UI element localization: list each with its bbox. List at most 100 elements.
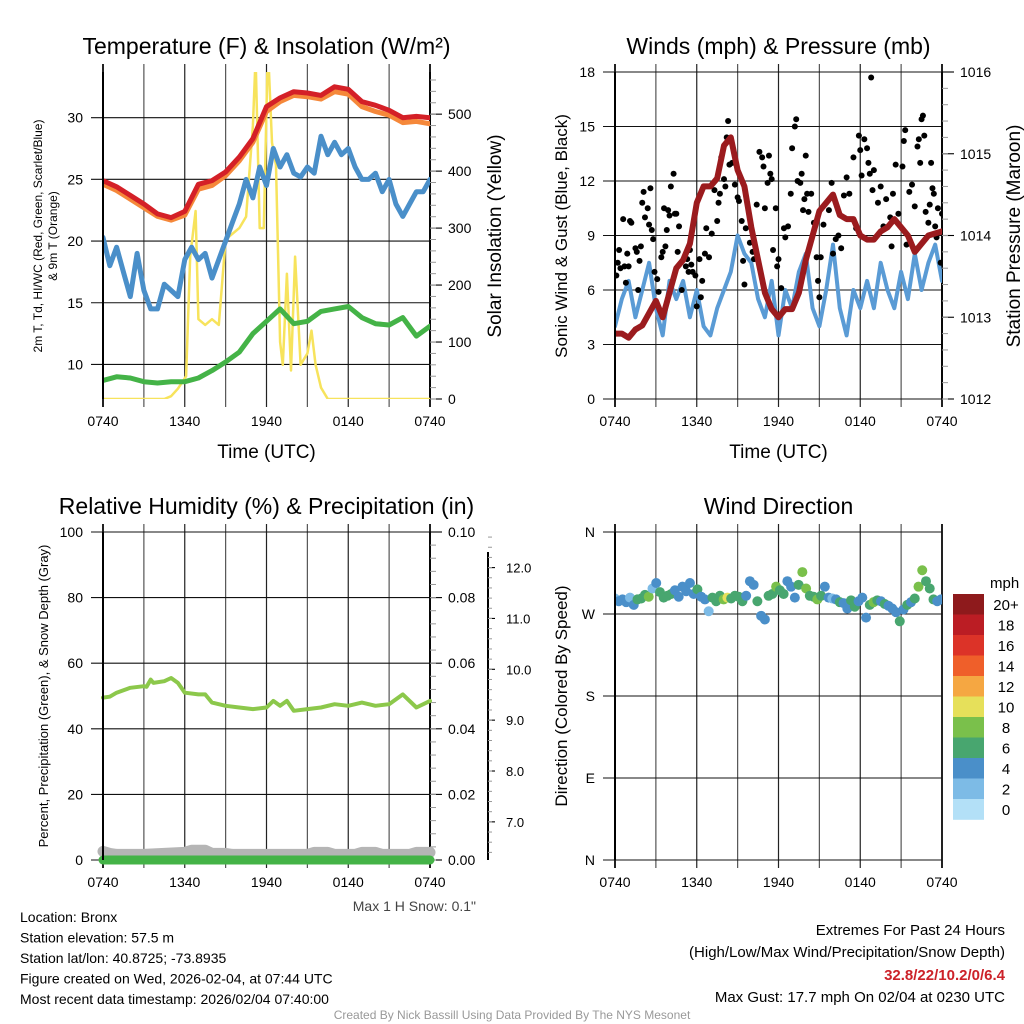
gust-point: [756, 148, 763, 155]
x-tick-label: 1940: [251, 413, 282, 429]
y-tick-label-left: 15: [67, 295, 83, 311]
wind-direction-point: [857, 592, 868, 603]
gust-point: [874, 199, 881, 206]
gust-point: [921, 132, 928, 139]
gust-point: [774, 263, 781, 270]
gust-point: [828, 179, 835, 186]
gust-point: [740, 257, 747, 264]
gust-point: [615, 259, 621, 266]
x-tick-label: 1340: [681, 874, 712, 890]
y-axis-label-left: Sonic Wind & Gust (Blue, Black): [552, 114, 571, 358]
gust-point: [877, 183, 884, 190]
gust-point: [615, 272, 620, 279]
gust-point: [909, 181, 916, 188]
gust-point: [846, 190, 853, 197]
y-tick-label-left: 15: [579, 119, 595, 135]
y-tick-label-left: 0: [587, 391, 595, 407]
y-tick-label-left: 6: [587, 282, 595, 298]
x-tick-label: 1340: [169, 874, 200, 890]
gust-point: [817, 254, 824, 261]
gust-point: [731, 181, 738, 188]
colorbar-label: 0: [1002, 802, 1010, 819]
colorbar-label: 2: [1002, 782, 1010, 799]
colorbar-label: 10: [998, 700, 1015, 717]
gust-point: [616, 247, 623, 254]
gust-point: [764, 179, 771, 186]
gust-point: [670, 170, 677, 177]
colorbar-swatch: [953, 758, 984, 779]
gust-point: [753, 201, 760, 208]
wind-direction-point: [786, 581, 797, 592]
x-tick-label: 1940: [763, 874, 794, 890]
gust-point: [640, 188, 647, 195]
colorbar-swatch: [953, 655, 984, 677]
y-tick-label-right: 1015: [960, 146, 991, 162]
gust-point: [928, 159, 935, 166]
series-solar-insolation: [103, 72, 430, 399]
gust-point: [868, 74, 875, 81]
wind-direction-point: [819, 581, 830, 592]
footer-location: Location: Bronx: [20, 909, 117, 925]
gust-point: [900, 138, 907, 145]
gust-point: [625, 263, 632, 270]
gust-point: [922, 208, 929, 215]
colorbar-swatch: [953, 635, 984, 656]
wind-direction-point: [909, 593, 920, 604]
gust-point: [902, 127, 909, 134]
extremes-values: 32.8/22/10.2/0/6.4: [884, 967, 1006, 984]
y-tick-label-left: 3: [587, 337, 595, 353]
gust-point: [895, 210, 902, 217]
gust-point: [708, 230, 715, 237]
gust-point: [644, 205, 651, 212]
gust-point: [906, 188, 913, 195]
gust-point: [697, 294, 704, 301]
series-sonic-wind: [615, 233, 942, 338]
gust-point: [663, 227, 670, 234]
series-td: [103, 304, 430, 386]
y-axis-label-left: Direction (Colored By Speed): [552, 585, 571, 806]
gust-point: [701, 250, 708, 257]
wind-direction-point: [917, 565, 928, 576]
gust-point: [930, 190, 937, 197]
colorbar-swatch: [953, 676, 984, 697]
gust-point: [929, 185, 936, 192]
y-axis-label-left: & 9m T (Orange): [46, 191, 60, 281]
gust-point: [647, 185, 654, 192]
gust-point: [861, 136, 868, 143]
gust-point: [637, 243, 644, 250]
gust-point: [678, 287, 685, 293]
gust-point: [797, 179, 804, 186]
extremes-title: Extremes For Past 24 Hours: [816, 922, 1005, 939]
x-tick-label: 1940: [251, 874, 282, 890]
gust-point: [699, 277, 706, 284]
gust-point: [696, 256, 703, 263]
gust-point: [665, 207, 672, 214]
y-tick-label-left: E: [586, 770, 595, 786]
colorbar-label: 18: [998, 618, 1015, 635]
x-tick-label: 0740: [414, 413, 445, 429]
y-tick-label-left: 25: [67, 171, 83, 187]
max-gust: Max Gust: 17.7 mph On 02/04 at 0230 UTC: [715, 989, 1005, 1006]
y-tick-label-snow: 7.0: [506, 815, 524, 830]
footer-recent: Most recent data timestamp: 2026/02/04 0…: [20, 991, 329, 1007]
y-tick-label-right: 500: [448, 106, 472, 122]
gust-point: [939, 210, 942, 217]
colorbar-swatch: [953, 737, 984, 759]
gust-point: [888, 243, 895, 250]
gust-point: [899, 163, 906, 170]
footer-elevation: Station elevation: 57.5 m: [20, 930, 174, 946]
gust-point: [767, 170, 774, 177]
gust-point: [735, 197, 742, 204]
colorbar-title: mph: [990, 575, 1019, 592]
gust-point: [716, 190, 723, 197]
wind-direction-point: [842, 603, 853, 614]
colorbar-swatch: [953, 717, 984, 738]
chart-title: Temperature (F) & Insolation (W/m²): [82, 33, 450, 59]
x-axis-label: Time (UTC): [217, 442, 316, 463]
gust-point: [820, 221, 827, 228]
wind-direction-point: [741, 590, 752, 601]
y-tick-label-left: 80: [67, 590, 83, 606]
y-tick-label-left: N: [585, 524, 595, 540]
